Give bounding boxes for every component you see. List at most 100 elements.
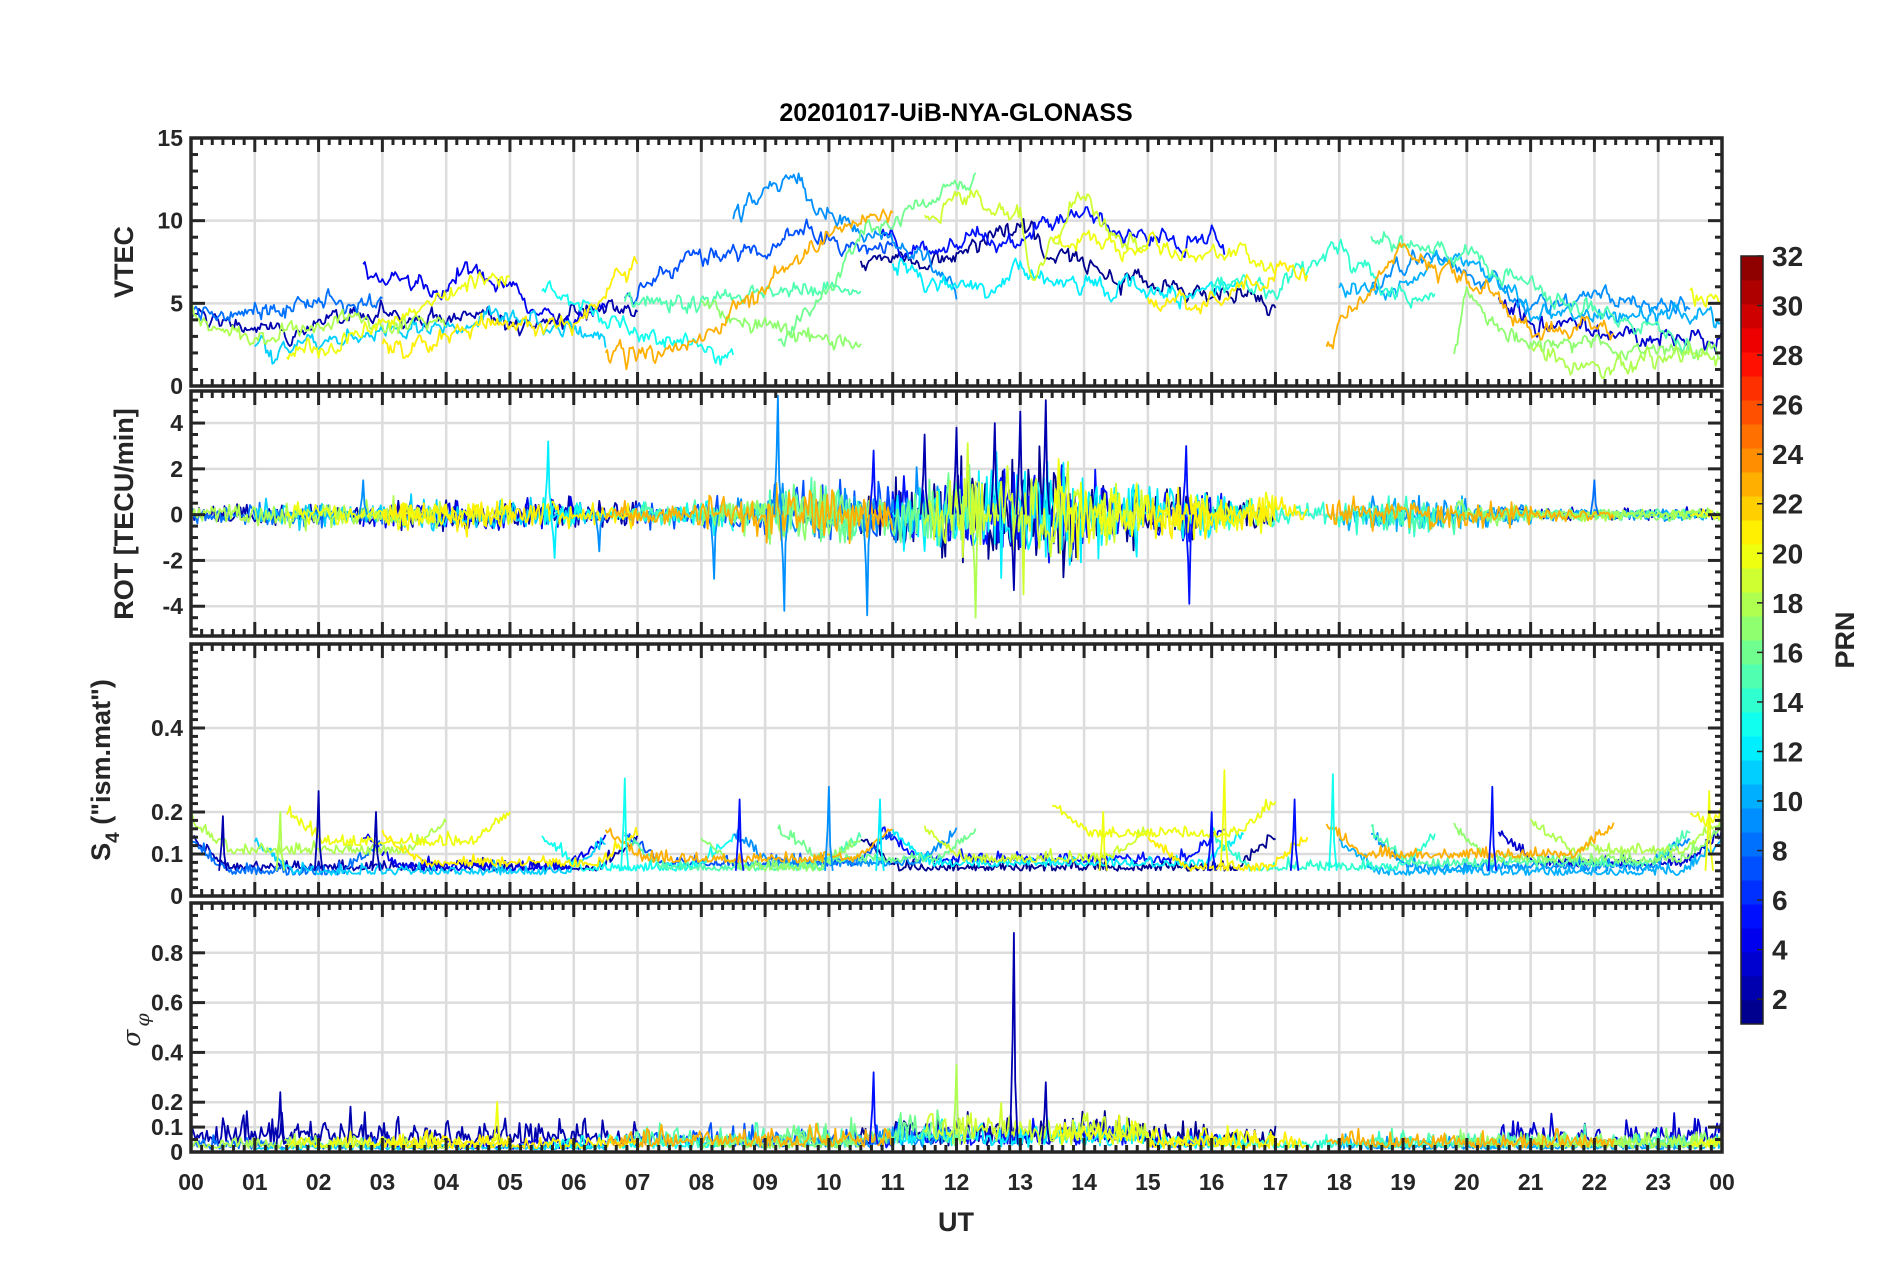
colorbar-tick-label: 30: [1772, 291, 1803, 322]
colorbar-tick-label: 4: [1772, 935, 1788, 966]
s4-label-sub: 4: [103, 832, 124, 843]
s4-line-prn-11: [253, 837, 606, 876]
colorbar-band: [1741, 760, 1763, 785]
x-tick-label: 23: [1645, 1169, 1671, 1195]
rot-line-prn-18: [1529, 508, 1722, 523]
s4-line-prn-20: [1051, 798, 1277, 838]
s4-line-prn-13: [541, 834, 735, 872]
panels: 051015-4-202400.10.20.400.10.20.40.60.80…: [151, 125, 1735, 1195]
s4-peak: [1704, 790, 1714, 871]
y-axis-label-rot: ROT [TECU/min]: [109, 408, 139, 619]
colorbar-frame: [1740, 255, 1764, 1025]
x-tick-label: 18: [1326, 1169, 1352, 1195]
colorbar-band: [1741, 256, 1763, 281]
s4-peak: [1219, 769, 1230, 871]
s4-line-prn-20: [285, 805, 511, 847]
colorbar-tick-label: 32: [1772, 241, 1803, 272]
y-axis-label-s4: S4 ("ism.mat"): [86, 679, 124, 861]
rot-line-prn-13: [541, 497, 735, 536]
x-tick-label: 11: [881, 1169, 906, 1195]
rot-spike: [549, 514, 560, 559]
x-tick-label: 16: [1199, 1169, 1225, 1195]
x-tick-label: 13: [1007, 1169, 1033, 1195]
x-tick-label: 14: [1071, 1169, 1097, 1195]
rot-spike: [1589, 479, 1600, 515]
x-tick-label: 03: [370, 1169, 396, 1195]
rot-spike: [594, 514, 604, 553]
vtec-line-prn-20: [1689, 287, 1722, 309]
y-tick-label: 5: [170, 290, 183, 316]
axes-box: [189, 901, 1724, 1154]
colorbar-band: [1741, 1000, 1763, 1025]
colorbar-tick-label: 14: [1772, 687, 1804, 718]
colorbar-tick-label: 10: [1772, 786, 1803, 817]
vtec-line-prn-15: [1370, 231, 1691, 353]
colorbar-band: [1741, 520, 1763, 545]
s4-peak: [275, 811, 285, 871]
s4-line-prn-9: [1370, 832, 1691, 872]
colorbar-band: [1741, 592, 1763, 617]
sigma-spike: [275, 1091, 285, 1145]
colorbar-band: [1741, 688, 1763, 713]
s4-label-rest: ("ism.mat"): [86, 679, 116, 832]
vtec-line-prn-1: [859, 218, 1277, 317]
colorbar-band: [1741, 712, 1763, 737]
rot-spike: [951, 426, 962, 515]
colorbar-tick-label: 26: [1772, 390, 1803, 421]
colorbar-band: [1741, 736, 1763, 761]
x-tick-label: 08: [689, 1169, 715, 1195]
colorbar-band: [1741, 976, 1763, 1001]
rot-spike: [919, 433, 930, 515]
colorbar-band: [1741, 568, 1763, 593]
vtec-line-prn-23: [604, 208, 894, 371]
colorbar-tick-label: 24: [1772, 439, 1804, 470]
s4-peak: [1289, 798, 1300, 871]
sigma-line-prn-21: [1147, 1129, 1308, 1150]
colorbar-tick-label: 22: [1772, 489, 1803, 520]
x-tick-label: 20: [1454, 1169, 1480, 1195]
colorbar-band: [1741, 304, 1763, 329]
rot-spike: [1184, 514, 1195, 605]
s4-peak: [371, 811, 381, 871]
rot-spike: [1181, 445, 1191, 515]
rot-spike: [543, 440, 553, 515]
s4-line-prn-20: [1689, 808, 1722, 827]
vtec-line-prn-9: [732, 172, 958, 300]
colorbar-label: PRN: [1830, 611, 1860, 668]
rot-spike: [709, 514, 719, 580]
x-tick-label: 05: [497, 1169, 523, 1195]
sigma-line-prn-23: [1326, 1127, 1615, 1149]
y-axis-label-sigma: σφ: [117, 1013, 154, 1047]
y-tick-label: 0: [170, 1139, 183, 1165]
y-tick-label: 0: [170, 502, 183, 528]
s4-line-prn-8: [191, 839, 383, 876]
s4-peak: [1098, 811, 1108, 871]
y-tick-label: -2: [163, 547, 183, 573]
s4-line-prn-18: [1529, 817, 1722, 855]
y-tick-label: 15: [157, 125, 183, 151]
colorbar-tick-label: 12: [1772, 736, 1803, 767]
sigma-label-sub: φ: [132, 1013, 154, 1027]
vtec-line-prn-5: [879, 206, 1226, 260]
x-tick-label: 00: [1709, 1169, 1735, 1195]
axes-box: [189, 389, 1724, 638]
panel-data: [191, 769, 1722, 876]
s4-line-prn-21: [381, 826, 639, 868]
panel-data: [191, 172, 1722, 379]
s4-peak: [1487, 785, 1498, 871]
vtec-line-prn-15: [623, 281, 862, 314]
colorbar-band: [1741, 928, 1763, 953]
vtec-line-prn-7: [624, 218, 894, 306]
colorbar-tick-label: 2: [1772, 984, 1788, 1015]
sigma-spike: [1009, 932, 1019, 1145]
colorbar-band: [1741, 832, 1763, 857]
colorbar-band: [1741, 376, 1763, 401]
rot-spike: [773, 394, 783, 515]
x-tick-label: 15: [1135, 1169, 1161, 1195]
vtec-line-prn-21: [381, 255, 639, 359]
vtec-line-prn-9: [1370, 249, 1691, 316]
vtec-line-prn-12: [891, 257, 1244, 310]
rot-spike: [1009, 514, 1019, 592]
